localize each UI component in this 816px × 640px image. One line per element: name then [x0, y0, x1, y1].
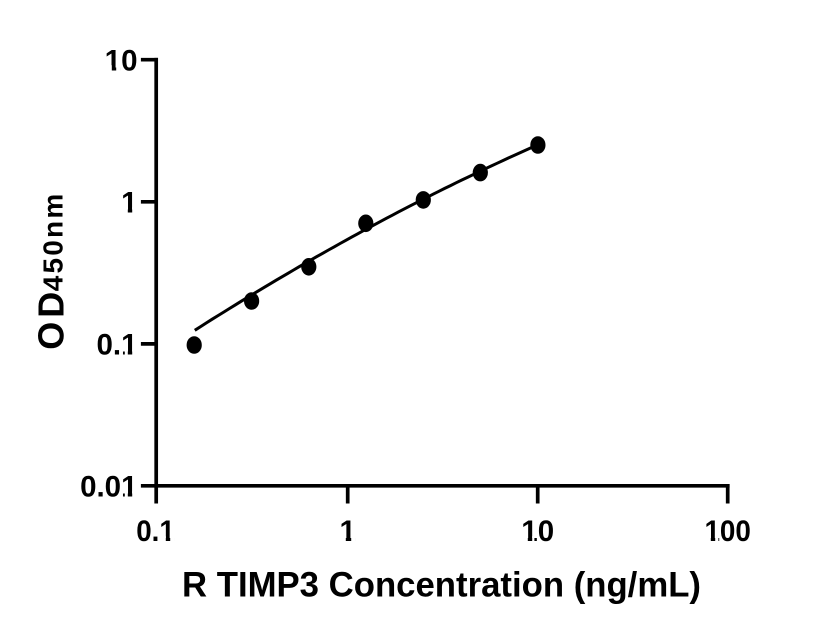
svg-text:10: 10 [105, 44, 138, 77]
svg-text:1: 1 [121, 187, 137, 220]
svg-text:0.1: 0.1 [136, 515, 175, 548]
svg-text:R TIMP3 Concentration (ng/mL): R TIMP3 Concentration (ng/mL) [182, 565, 701, 605]
svg-text:0.01: 0.01 [80, 471, 137, 504]
svg-text:OD450nm: OD450nm [31, 192, 72, 350]
svg-text:0.1: 0.1 [96, 329, 137, 362]
svg-text:100: 100 [704, 515, 751, 548]
